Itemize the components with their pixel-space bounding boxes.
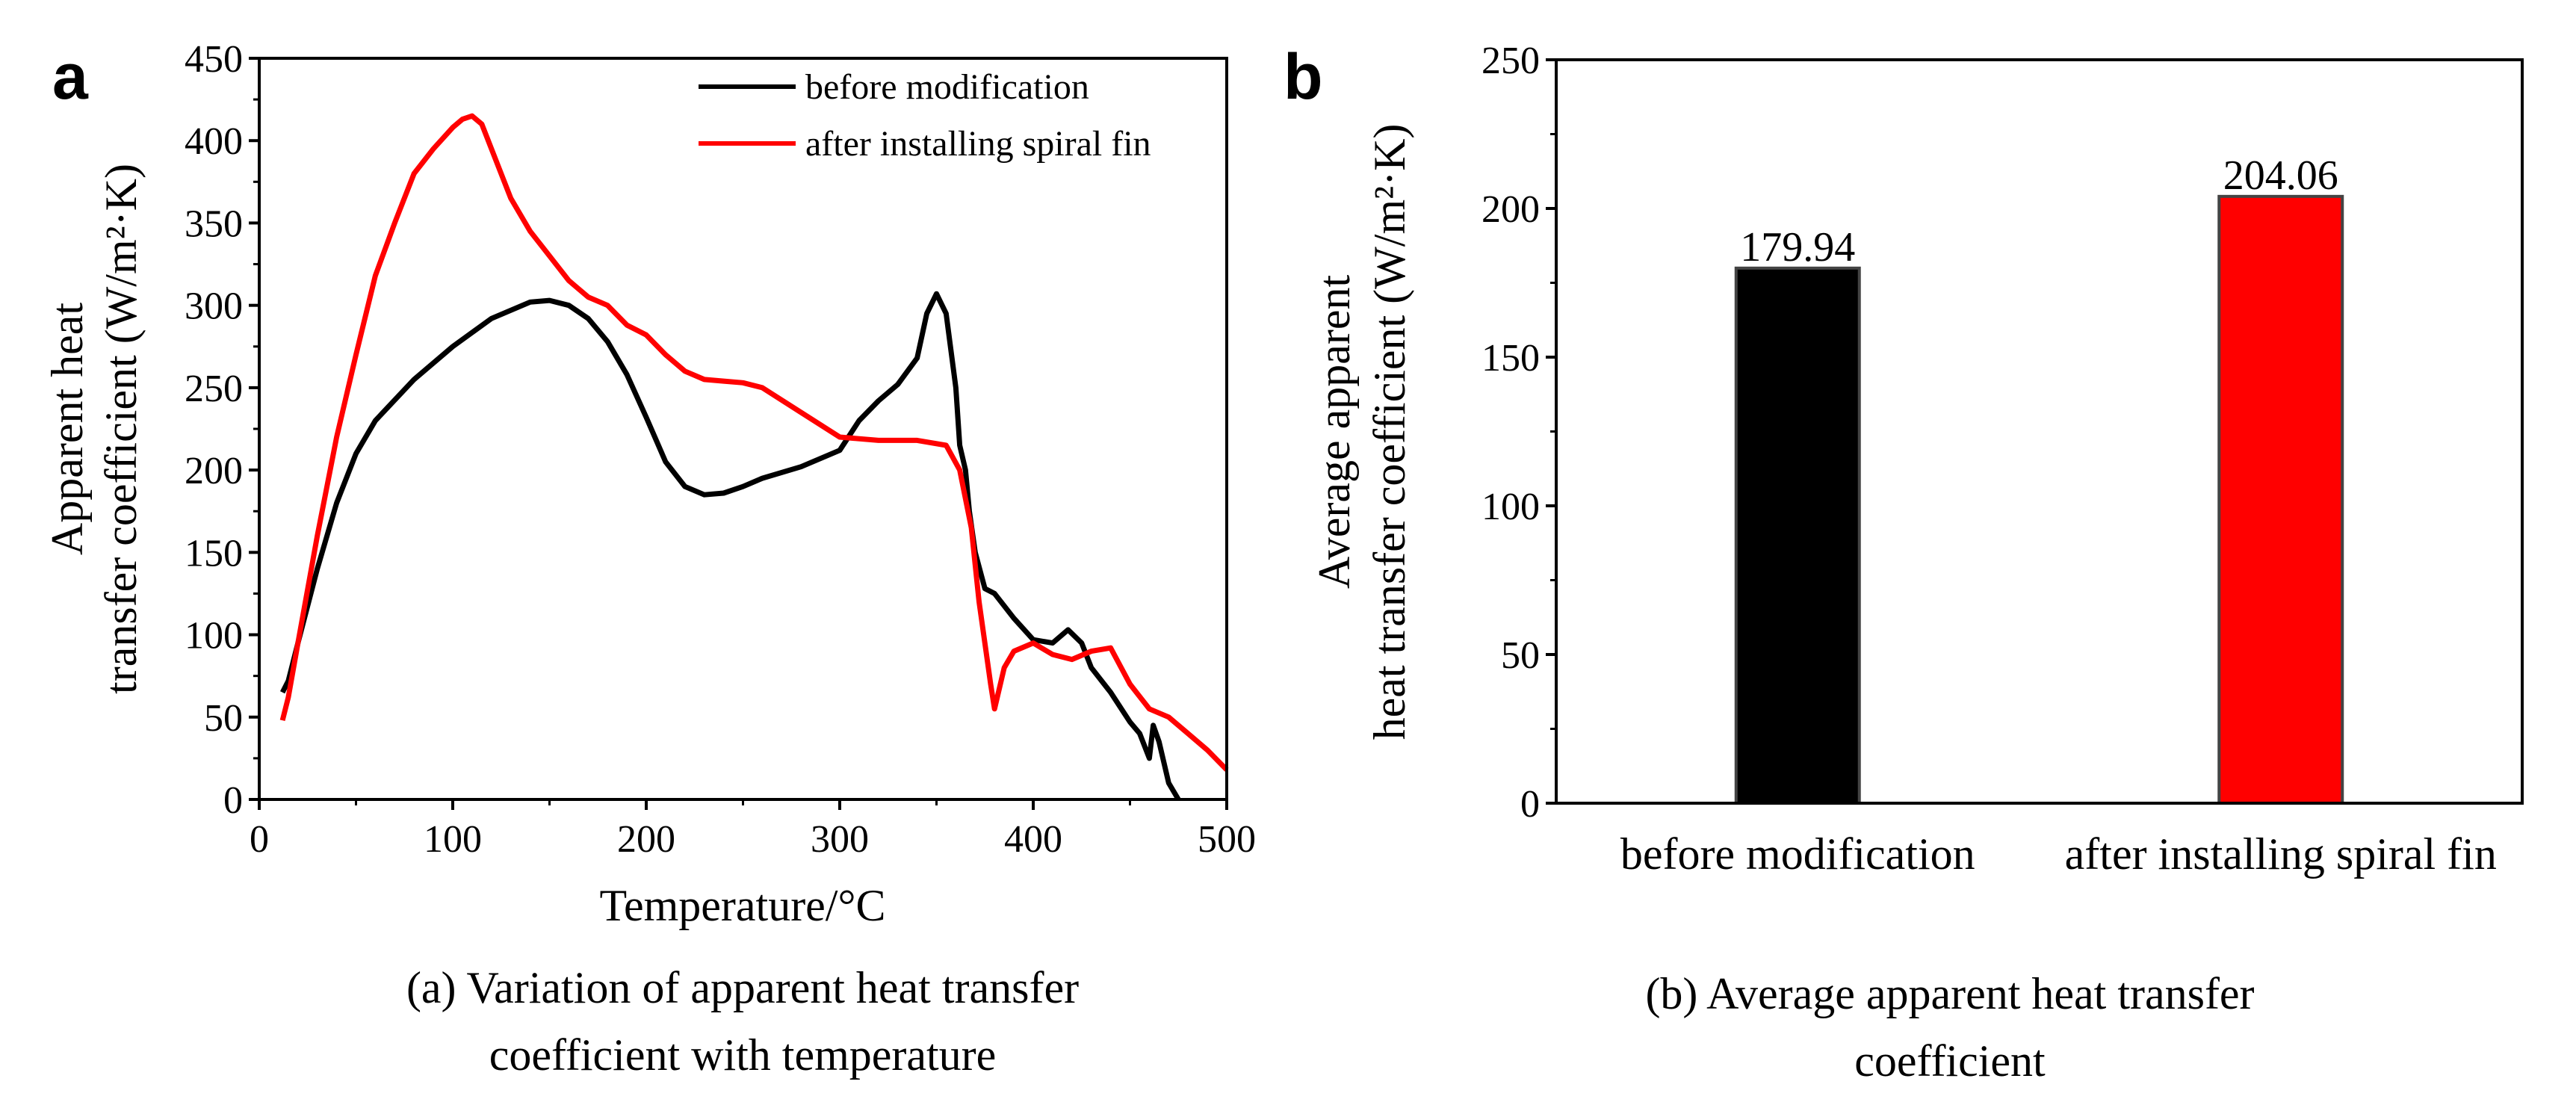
bar-before-modification	[1734, 266, 1861, 805]
panel-b-caption-line2: coefficient	[1854, 1036, 2046, 1086]
panel-a-y-tick-label: 350	[185, 202, 243, 245]
panel-a-y-tick-label: 50	[204, 697, 243, 740]
panel-b-plot-frame	[1555, 58, 2524, 805]
panel-a-y-tick-label: 0	[223, 779, 243, 822]
panel-a-x-axis-label: Temperature/°C	[600, 881, 886, 930]
bar-value-label-before-modification: 179.94	[1740, 224, 1855, 270]
legend-label-after: after installing spiral fin	[805, 124, 1151, 164]
panel-a-x-tick-label: 300	[811, 818, 869, 861]
panel-a-y-tick-label: 400	[185, 120, 243, 163]
panel-b-y-tick-label: 50	[1501, 634, 1540, 677]
panel-a-plot-frame	[258, 57, 1228, 801]
panel-a-line-chart: a 0 50 100 150 200 250 300 350 400 450 0 100 200 300…	[43, 38, 1256, 1080]
panel-a-y-tick-label: 200	[185, 450, 243, 492]
panel-a-y-axis-label-line1: Apparent heat	[43, 303, 92, 556]
panel-a-x-tick-label: 0	[250, 818, 269, 861]
panel-b-letter: b	[1284, 41, 1323, 113]
panel-b-y-tick-label: 250	[1481, 40, 1540, 82]
panel-b-y-tick-label: 150	[1481, 337, 1540, 380]
panel-b-y-axis-label-line2: heat transfer coefficient (W/m²·K)	[1365, 124, 1414, 740]
panel-a-legend: before modification after installing spi…	[699, 67, 1151, 164]
panel-a-x-tick-label: 500	[1198, 818, 1256, 861]
bar-after-installing-spiral-fin	[2217, 194, 2344, 805]
x-category-label-before-modification: before modification	[1620, 829, 1975, 879]
panel-a-letter: a	[52, 41, 89, 113]
legend-label-before: before modification	[805, 67, 1089, 107]
panel-a-y-ticks: 0 50 100 150 200 250 300 350 400 450	[185, 38, 259, 822]
x-category-label-after-installing-spiral-fin: after installing spiral fin	[2065, 829, 2497, 879]
panel-a-y-tick-label: 100	[185, 615, 243, 657]
bar-value-label-after-installing-spiral-fin: 204.06	[2223, 152, 2338, 199]
panel-a-x-tick-label: 100	[424, 818, 482, 861]
panel-b-bar-chart: b 0 50 100 150 200 250 179.94 before modificat…	[1284, 40, 2524, 1086]
panel-b-y-tick-label: 0	[1520, 783, 1540, 826]
panel-b-y-tick-label: 200	[1481, 188, 1540, 231]
panel-a-y-tick-label: 450	[185, 38, 243, 81]
series-line-before-modification	[279, 291, 1181, 801]
panel-a-x-tick-label: 200	[617, 818, 675, 861]
panel-b-y-axis-label-line1: Average apparent	[1310, 275, 1359, 590]
panel-b-bars: 179.94 before modification 204.06 after ins…	[1620, 152, 2497, 879]
panel-a-caption-line1: (a) Variation of apparent heat transfer	[406, 963, 1079, 1012]
panel-a-y-tick-label: 150	[185, 532, 243, 575]
panel-a-y-tick-label: 250	[185, 368, 243, 410]
panel-b-caption-line1: (b) Average apparent heat transfer	[1645, 969, 2254, 1018]
panel-b-y-ticks: 0 50 100 150 200 250	[1481, 40, 1556, 826]
panel-a-caption-line2: coefficient with temperature	[489, 1030, 997, 1080]
panel-a-x-ticks: 0 100 200 300 400 500	[250, 799, 1256, 861]
series-line-after-installing-spiral-fin	[279, 113, 1229, 772]
panel-b-y-tick-label: 100	[1481, 486, 1540, 528]
panel-a-x-tick-label: 400	[1004, 818, 1062, 861]
panel-a-y-tick-label: 300	[185, 285, 243, 328]
panel-a-y-axis-label-line2: transfer coefficient (W/m²·K)	[96, 164, 146, 694]
panel-a-series	[279, 113, 1229, 801]
